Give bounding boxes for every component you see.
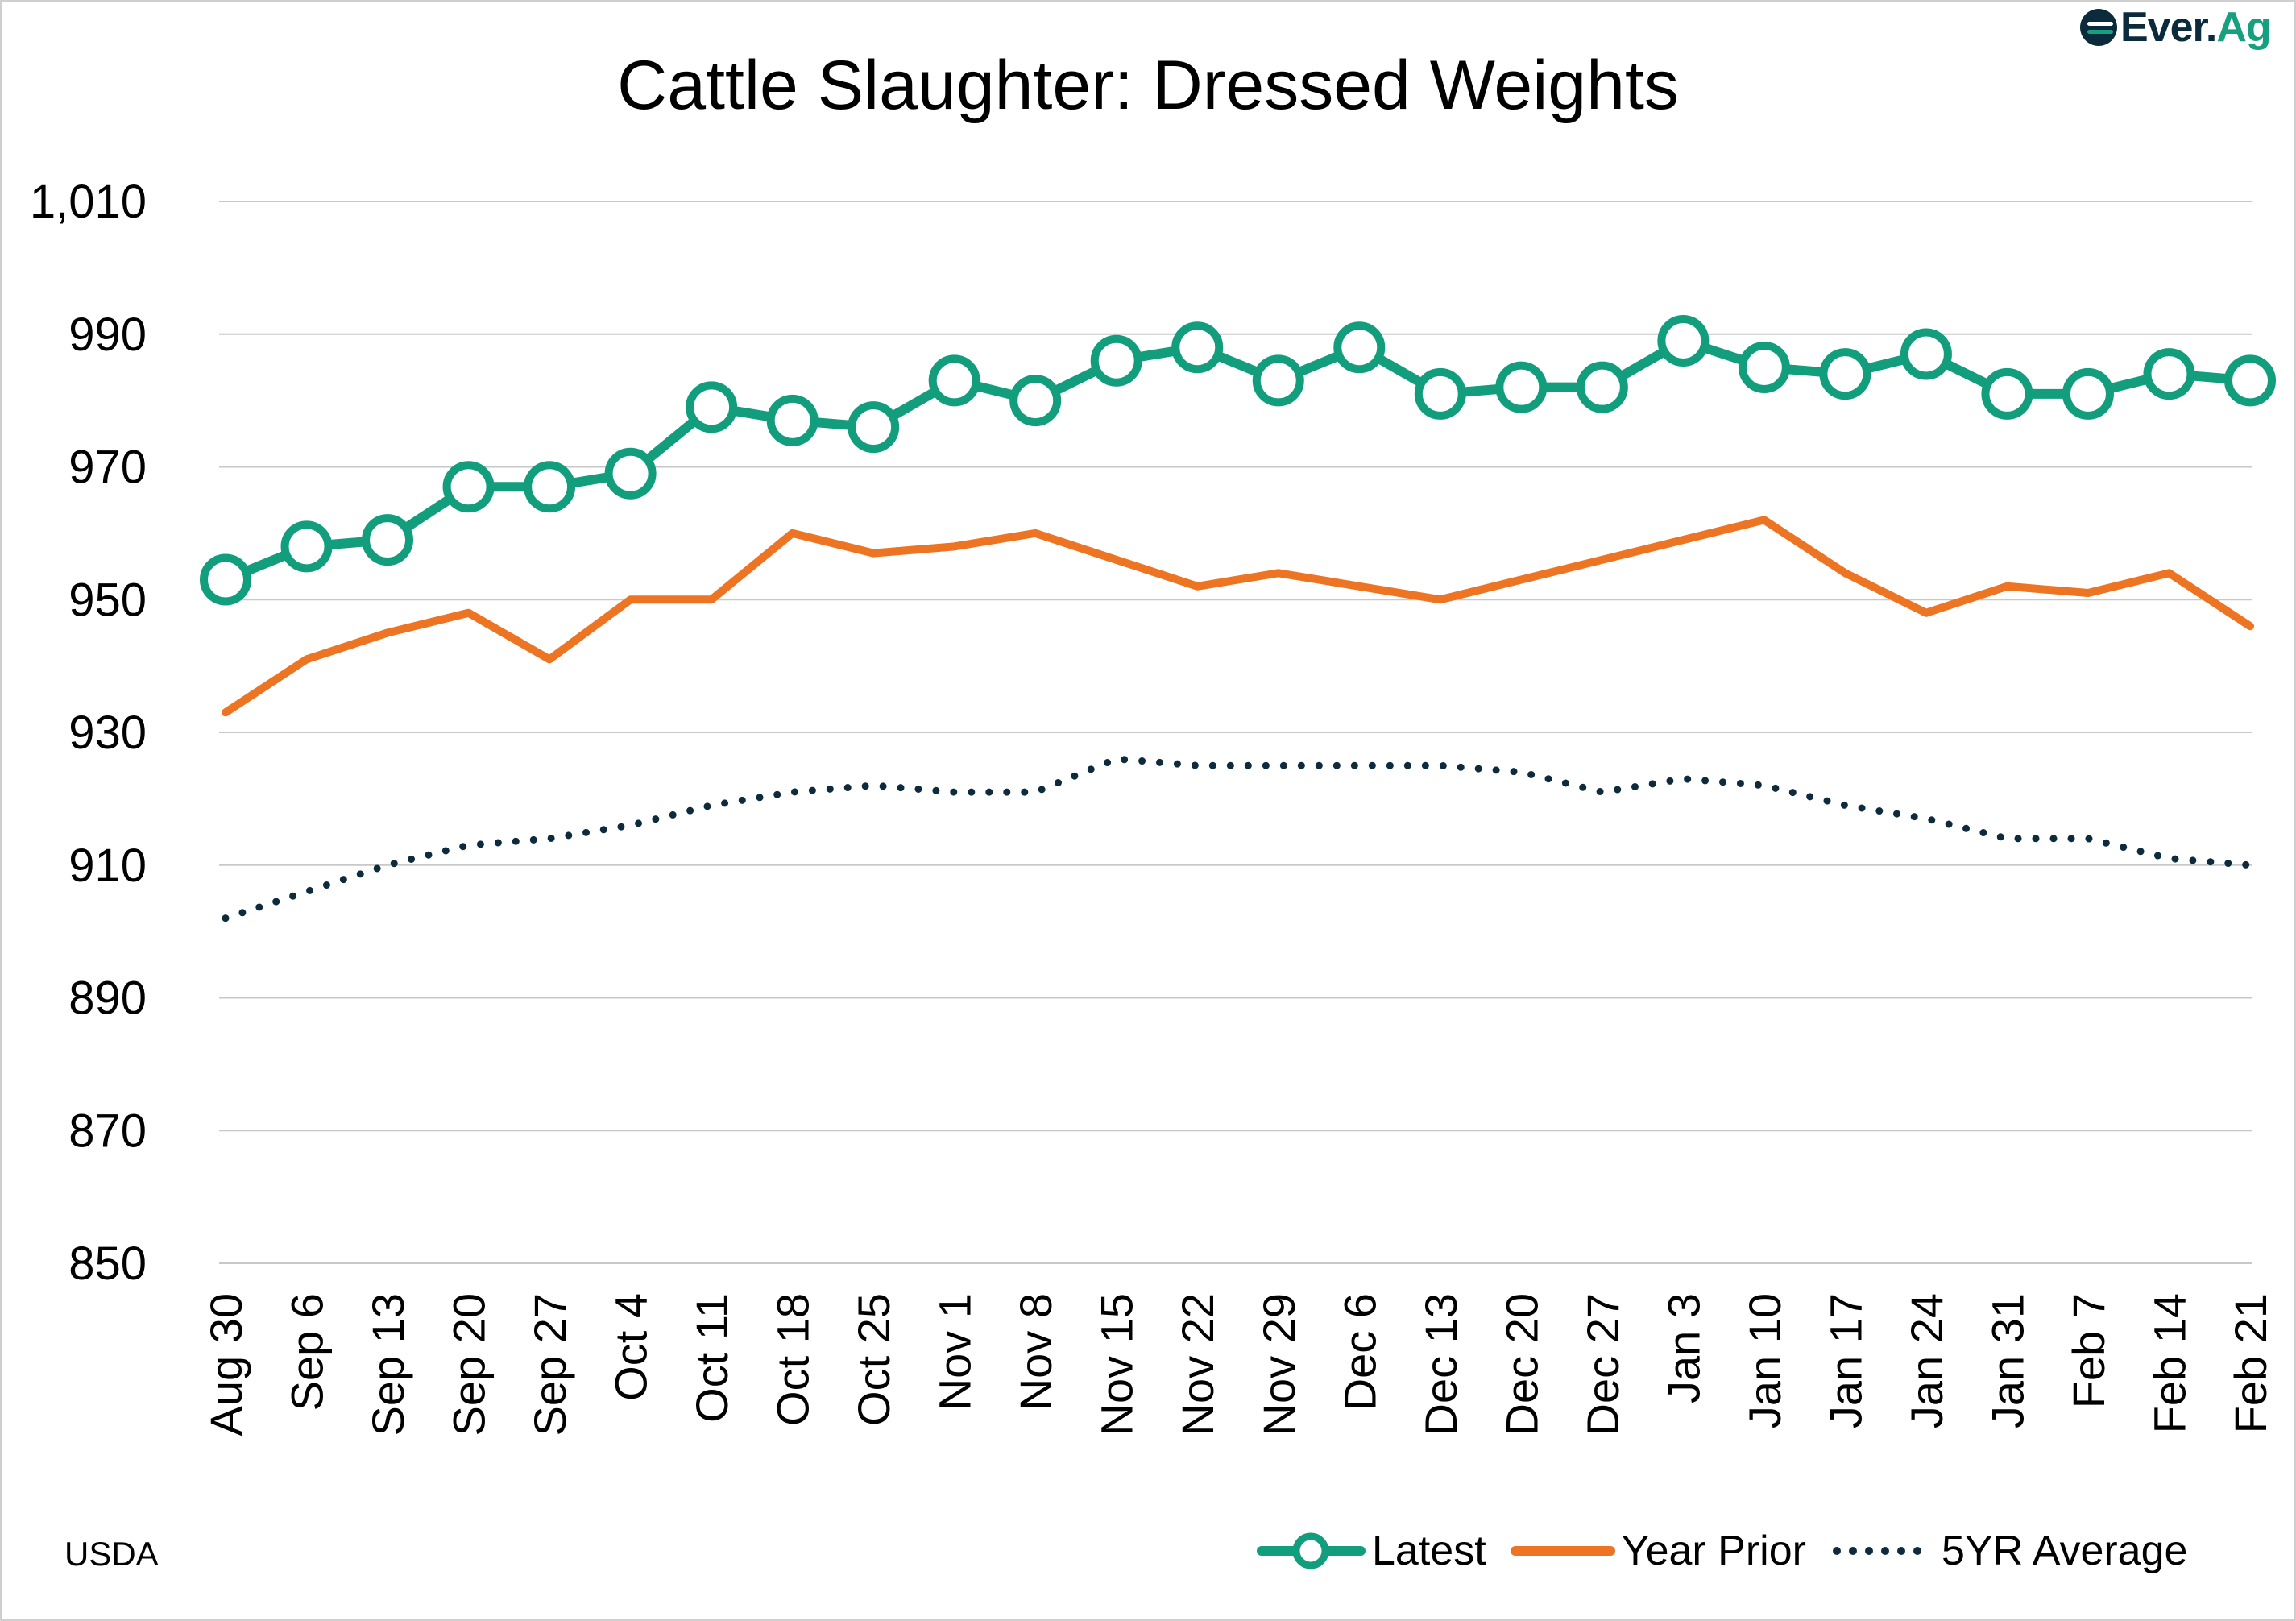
x-tick-label: Sep 20 [444,1293,495,1437]
ever-ag-logo-icon [2080,9,2117,46]
legend-item-5yr-average: 5YR Average [1830,1527,2187,1575]
x-tick-label: Jan 3 [1658,1293,1709,1403]
data-point-latest [524,461,576,513]
x-tick-label: Oct 25 [848,1293,899,1426]
x-tick-label: Nov 22 [1172,1293,1223,1436]
legend-year-prior-swatch-icon [1510,1546,1615,1556]
x-tick-label: Sep 27 [524,1293,575,1437]
series-line-latest [221,335,2255,585]
data-point-latest [1090,334,1142,387]
data-point-latest [604,447,657,500]
legend-latest-swatch-icon [1257,1532,1366,1569]
data-point-latest [362,514,414,566]
source-label: USDA [64,1535,159,1573]
series-line-5yr-average [222,755,2254,922]
y-axis-tick-labels: 1,010 990 970 950 930 910 890 870 850 [30,176,147,1290]
data-point-latest [280,520,333,573]
series-line-year-prior [222,516,2254,717]
y-tick-label: 910 [68,840,147,892]
x-tick-label: Jan 24 [1901,1293,1952,1428]
data-point-latest [200,553,251,606]
x-tick-label: Dec 20 [1496,1293,1547,1436]
y-tick-label: 950 [68,574,147,626]
x-tick-label: Nov 29 [1254,1293,1304,1436]
data-point-latest [1009,375,1062,427]
series-year-prior [222,516,2254,717]
x-tick-label: Nov 1 [930,1293,980,1411]
x-tick-label: Feb 21 [2225,1293,2276,1433]
data-point-latest [1981,367,2033,420]
y-tick-label: 1,010 [30,176,147,228]
series-latest [200,314,2276,606]
x-tick-label: Dec 6 [1334,1293,1385,1411]
series-5yr-average [222,755,2254,922]
data-point-latest [1333,321,1386,374]
x-tick-label: Sep 13 [363,1293,413,1437]
data-point-latest [686,381,738,433]
gridlines [219,201,2252,1264]
x-tick-label: Jan 10 [1739,1293,1790,1428]
data-point-latest [1252,354,1304,407]
data-point-latest [442,461,495,513]
data-point-latest [766,394,819,446]
data-point-latest [1576,361,1628,413]
legend-item-latest: Latest [1257,1527,1486,1575]
legend-label-5yr-average: 5YR Average [1941,1528,2188,1574]
chart-title: Cattle Slaughter: Dressed Weights [617,47,1679,124]
y-tick-label: 930 [68,707,147,759]
data-point-latest [1495,361,1548,413]
x-tick-label: Jan 17 [1820,1293,1871,1428]
x-tick-label: Oct 18 [768,1293,819,1426]
data-point-latest [2143,348,2195,400]
y-tick-label: 970 [68,442,147,494]
x-tick-label: Oct 11 [686,1293,737,1423]
data-point-latest [2062,367,2114,420]
x-tick-label: Dec 13 [1415,1293,1466,1436]
x-tick-label: Nov 15 [1092,1293,1142,1436]
x-tick-label: Dec 27 [1577,1293,1628,1436]
legend-label-year-prior: Year Prior [1621,1528,1806,1574]
legend-item-year-prior: Year Prior [1510,1527,1806,1575]
y-tick-label: 990 [68,309,147,361]
x-tick-label: Nov 8 [1010,1293,1061,1411]
brand-logo: Ever.Ag [2077,3,2272,52]
data-point-latest [1900,328,1952,380]
x-tick-label: Feb 14 [2144,1293,2194,1433]
x-tick-label: Sep 6 [282,1293,333,1411]
data-point-latest [928,354,980,407]
x-tick-label: Jan 31 [1982,1293,2033,1428]
x-tick-label: Aug 30 [201,1293,251,1437]
y-tick-label: 850 [68,1238,147,1290]
data-point-latest [1738,341,1790,393]
legend-label-latest: Latest [1372,1528,1486,1574]
data-point-latest [1171,321,1224,374]
legend-5yr-average-swatch-icon [1832,1547,1934,1555]
x-tick-label: Feb 7 [2063,1293,2114,1408]
data-point-latest [848,401,900,454]
brand-name: Ever.Ag [2120,4,2272,51]
data-point-latest [1819,348,1871,400]
x-axis-tick-labels: Aug 30 Sep 6 Sep 13 Sep 20 Sep 27 Oct 4 Oct 11… [201,1293,2276,1437]
series-layer [200,314,2276,922]
data-point-latest [1414,367,1466,420]
y-tick-label: 870 [68,1105,147,1157]
data-point-latest [2224,354,2276,407]
legend: Latest Year Prior 5YR Average [1257,1523,2211,1579]
data-point-latest [1657,314,1710,367]
x-tick-label: Oct 4 [606,1293,657,1401]
y-tick-label: 890 [68,972,147,1025]
